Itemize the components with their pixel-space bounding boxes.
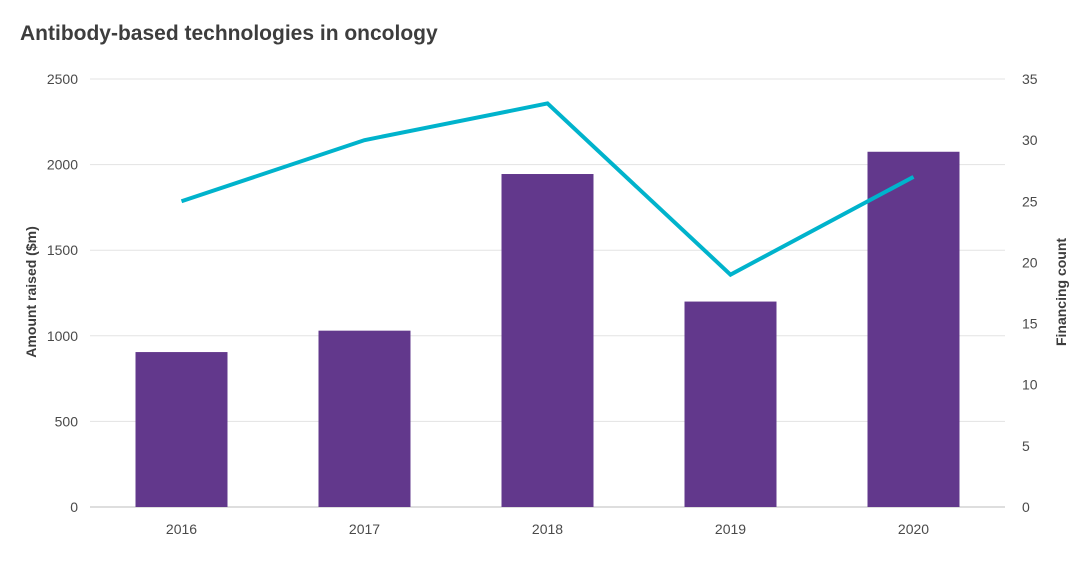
bar-2020 — [867, 151, 960, 507]
bar-2016 — [135, 352, 228, 507]
line-series — [180, 101, 915, 278]
left-axis-ticks: 0 500 1000 1500 2000 2500 — [47, 71, 78, 515]
bar-2018 — [501, 174, 594, 508]
bar-2019 — [684, 301, 777, 507]
right-tick-label: 35 — [1022, 71, 1038, 87]
left-tick-label: 2500 — [47, 71, 78, 87]
left-tick-label: 1500 — [47, 242, 78, 258]
x-tick-label: 2019 — [715, 521, 746, 537]
x-tick-label: 2020 — [898, 521, 929, 537]
left-tick-label: 500 — [55, 413, 79, 429]
right-tick-label: 20 — [1022, 254, 1038, 270]
left-tick-label: 0 — [70, 499, 78, 515]
left-tick-label: 1000 — [47, 328, 78, 344]
right-tick-label: 5 — [1022, 438, 1030, 454]
x-tick-label: 2018 — [532, 521, 563, 537]
right-tick-label: 0 — [1022, 499, 1030, 515]
x-axis-ticks: 2016 2017 2018 2019 2020 — [166, 521, 929, 537]
right-tick-label: 25 — [1022, 193, 1038, 209]
y-axis-label-left: Amount raised ($m) — [23, 226, 39, 357]
right-axis-ticks: 0 5 10 15 20 25 30 35 — [1022, 71, 1038, 515]
chart-title: Antibody-based technologies in oncology — [20, 22, 438, 45]
x-tick-label: 2016 — [166, 521, 197, 537]
right-tick-label: 10 — [1022, 377, 1038, 393]
y-axis-label-right: Financing count — [1053, 238, 1069, 346]
bar-series — [135, 151, 960, 508]
left-tick-label: 2000 — [47, 157, 78, 173]
bar-2017 — [318, 330, 411, 507]
x-tick-label: 2017 — [349, 521, 380, 537]
right-tick-label: 30 — [1022, 132, 1038, 148]
right-tick-label: 15 — [1022, 316, 1038, 332]
